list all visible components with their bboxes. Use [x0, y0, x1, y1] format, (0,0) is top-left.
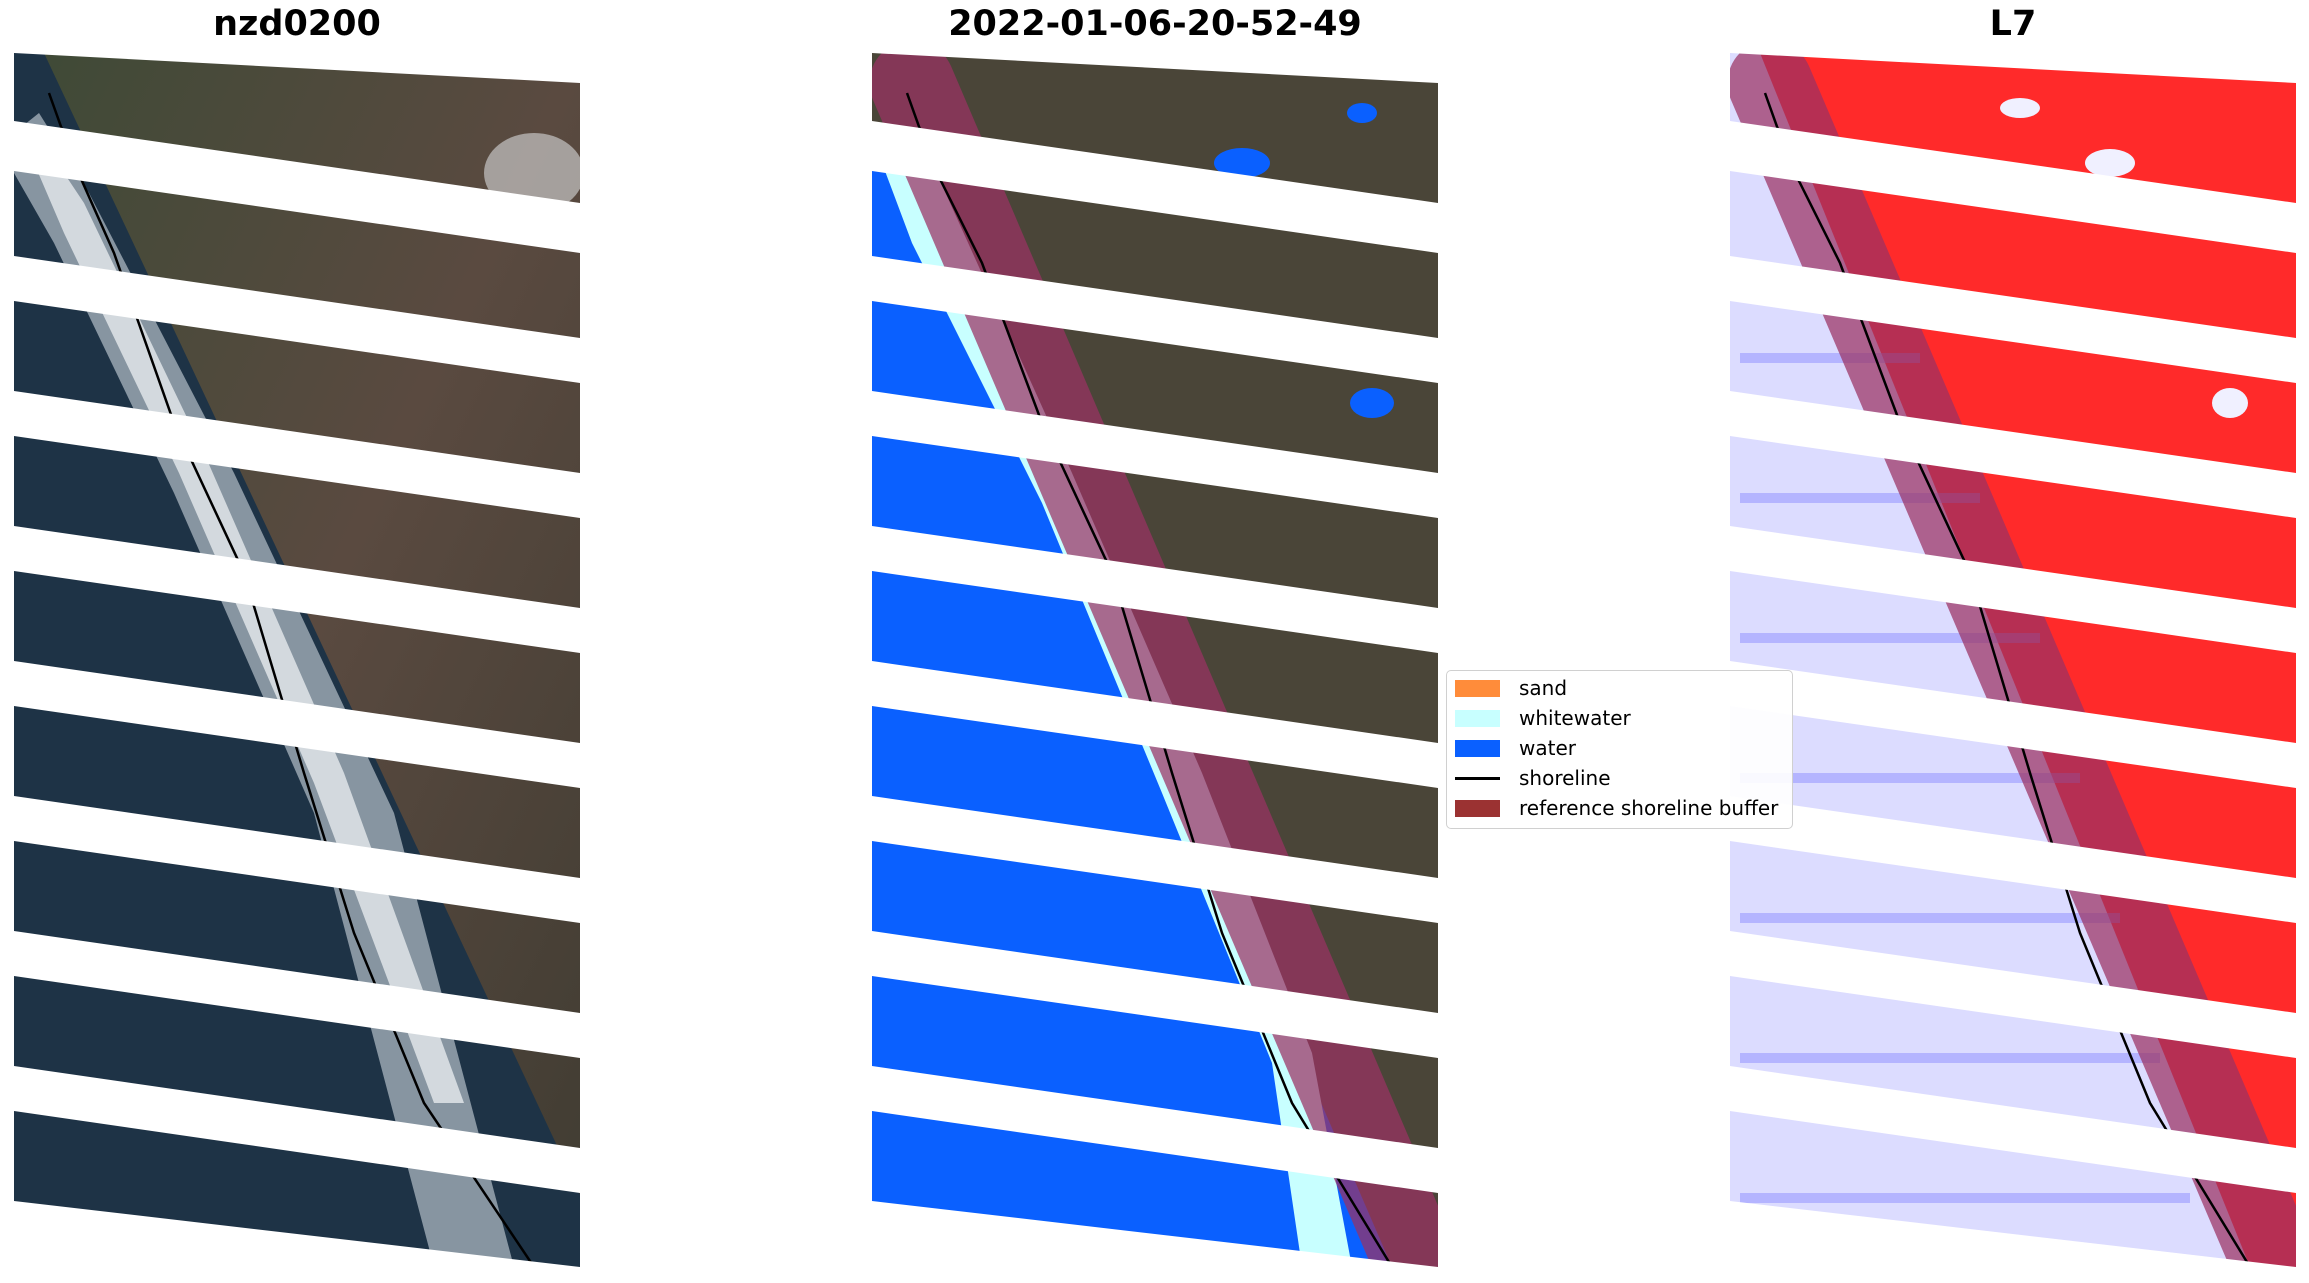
- legend-item-shoreline: shoreline: [1455, 765, 1611, 791]
- classified-image: [872, 53, 1438, 1267]
- legend-label: sand: [1519, 676, 1568, 700]
- legend-label: reference shoreline buffer: [1519, 796, 1779, 820]
- legend-item-sand: sand: [1455, 675, 1567, 701]
- whitewater-swatch: [1455, 709, 1500, 727]
- legend-label: water: [1519, 736, 1576, 760]
- panel-title-index: L7: [1989, 4, 2037, 44]
- legend-item-whitewater: whitewater: [1455, 705, 1631, 731]
- water-swatch: [1455, 739, 1500, 757]
- sand-swatch: [1455, 679, 1500, 697]
- legend: sand whitewater water shoreline referenc…: [1446, 670, 1793, 829]
- shoreline-line-swatch: [1455, 776, 1500, 780]
- legend-item-buffer: reference shoreline buffer: [1455, 795, 1778, 821]
- legend-label: whitewater: [1519, 706, 1631, 730]
- legend-item-water: water: [1455, 735, 1576, 761]
- rgb-satellite-image: [14, 53, 580, 1267]
- buffer-swatch: [1455, 799, 1500, 817]
- panel-title-rgb: nzd0200: [213, 4, 381, 44]
- panel-title-classified: 2022-01-06-20-52-49: [948, 4, 1362, 44]
- index-image: [1730, 53, 2296, 1267]
- legend-label: shoreline: [1519, 766, 1611, 790]
